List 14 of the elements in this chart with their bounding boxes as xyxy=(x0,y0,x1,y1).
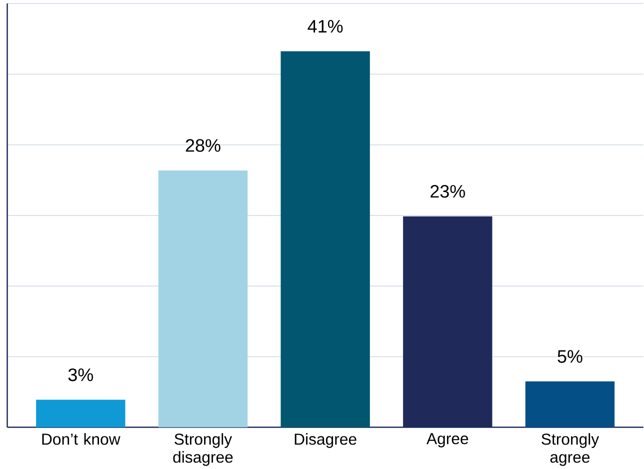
x-tick-label: Disagree xyxy=(294,432,356,448)
x-tick-label: Agree xyxy=(426,432,468,448)
bar xyxy=(36,400,126,428)
data-label: 3% xyxy=(68,368,94,381)
data-label: 23% xyxy=(430,184,465,198)
x-tick-label: Don’t know xyxy=(42,432,120,445)
data-label: 28% xyxy=(186,138,220,152)
bar xyxy=(158,170,248,428)
x-tick-label: Strongly agree xyxy=(542,432,600,466)
x-tick-label: Strongly disagree xyxy=(173,432,233,466)
data-label: 41% xyxy=(308,20,343,32)
data-label: 5% xyxy=(558,350,582,363)
bar xyxy=(280,51,370,428)
bar xyxy=(525,381,615,428)
